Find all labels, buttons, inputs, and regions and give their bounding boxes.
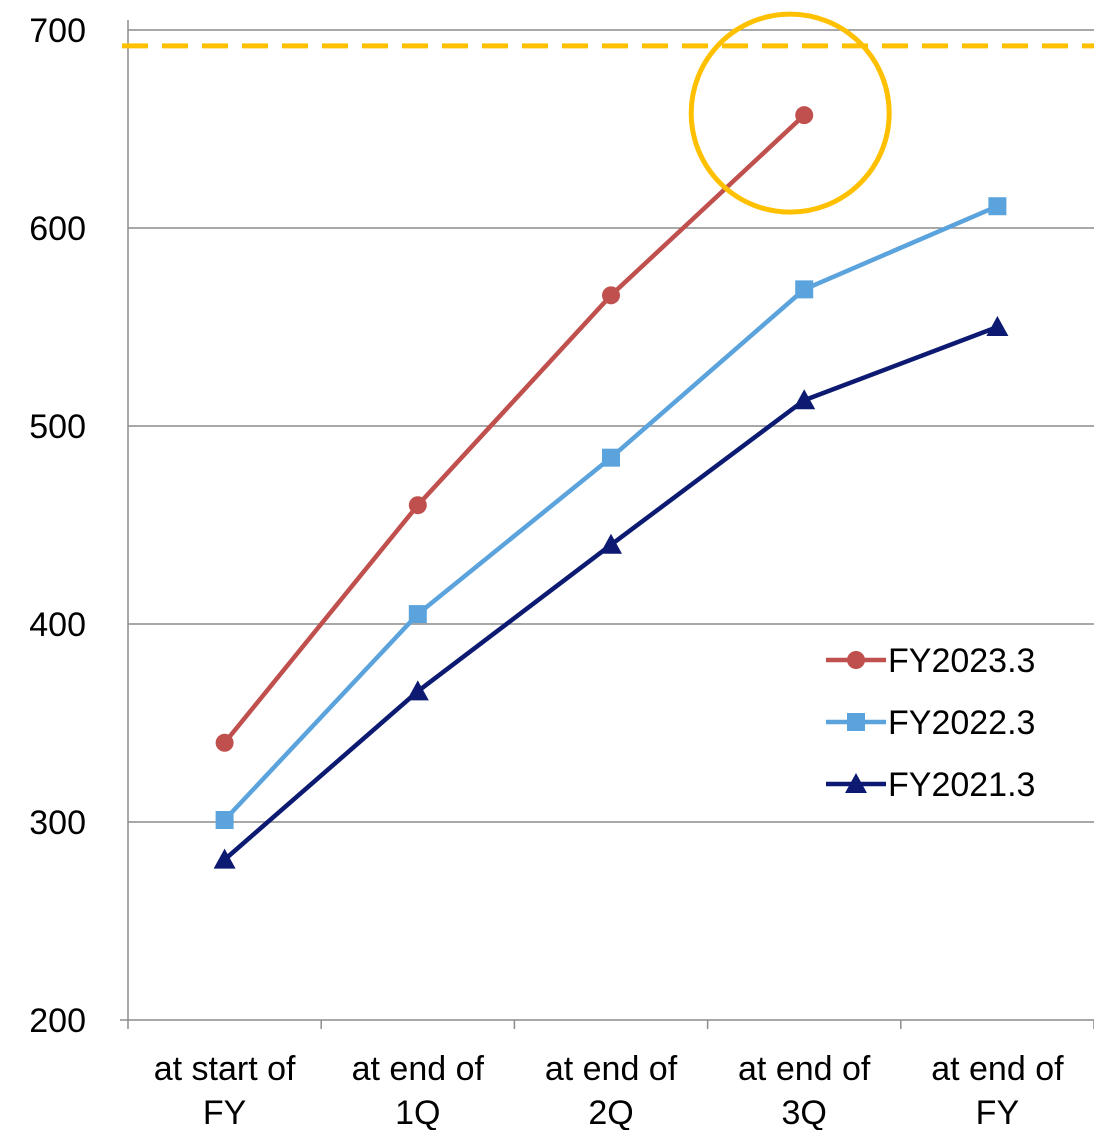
y-tick-label: 700: [29, 12, 86, 50]
data-point-FY2023.3: [215, 733, 234, 752]
data-point-FY2021.3: [600, 533, 622, 554]
data-point-FY2021.3: [213, 848, 236, 869]
x-tick-label: 1Q: [395, 1094, 440, 1130]
x-tick-label: at end of: [738, 1050, 871, 1088]
legend-label: FY2021.3: [888, 766, 1035, 804]
y-tick-label: 200: [29, 1002, 86, 1040]
legend-label: FY2023.3: [888, 642, 1035, 680]
data-point-FY2022.3: [795, 280, 814, 299]
y-tick-label: 400: [29, 606, 86, 644]
data-point-FY2022.3: [988, 197, 1007, 216]
data-point-FY2023.3: [602, 286, 620, 305]
data-point-FY2022.3: [602, 448, 620, 467]
data-point-FY2021.3: [406, 680, 429, 701]
x-tick-label: 3Q: [782, 1094, 827, 1130]
y-axis-ticks: 200 300 400 500 600 700: [29, 12, 86, 1040]
x-tick-label: 2Q: [588, 1094, 633, 1130]
x-tick-label: FY: [203, 1094, 246, 1130]
gridlines: [128, 29, 1094, 823]
data-point-FY2022.3: [408, 605, 427, 624]
legend: FY2023.3 FY2022.3 FY2021.3: [826, 642, 1035, 804]
series-line-FY2021.3: [223, 324, 999, 862]
legend-label: FY2022.3: [888, 704, 1035, 742]
axes: [120, 20, 1094, 1029]
series-group: [213, 106, 1009, 869]
x-tick-label: at end of: [931, 1050, 1064, 1088]
data-point-FY2021.3: [986, 316, 1009, 336]
legend-marker-FY2022.3: [847, 713, 865, 731]
x-tick-label: at end of: [352, 1050, 485, 1088]
data-point-FY2022.3: [215, 811, 234, 830]
x-axis-ticks: at start of FY at end of 1Q at end of 2Q at en…: [154, 1050, 1064, 1130]
legend-marker-FY2021.3: [845, 773, 867, 793]
highlight-circle: [688, 11, 892, 215]
y-tick-label: 600: [29, 210, 86, 248]
x-tick-label: FY: [976, 1094, 1019, 1130]
legend-marker-FY2023.3: [847, 651, 865, 669]
data-point-FY2021.3: [793, 389, 816, 410]
y-tick-label: 300: [29, 804, 86, 842]
y-tick-label: 500: [29, 408, 86, 446]
data-point-FY2023.3: [795, 106, 814, 125]
series-line-FY2023.3: [222, 113, 806, 745]
data-point-FY2023.3: [408, 496, 427, 515]
x-tick-label: at end of: [545, 1050, 678, 1088]
highlight-group: [688, 11, 892, 215]
x-tick-label: at start of: [154, 1050, 296, 1088]
